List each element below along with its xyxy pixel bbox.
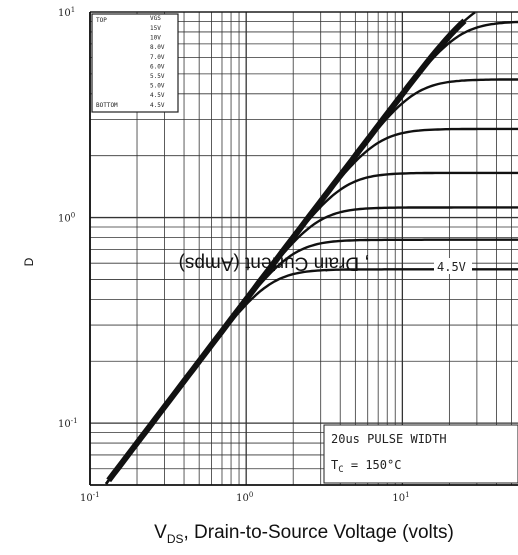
y-tick-label: 10-1 <box>58 417 78 430</box>
curve-label: 4.5V <box>437 260 466 274</box>
legend-row-value: 5.5V <box>150 73 165 80</box>
y-tick-label: 100 <box>58 212 75 225</box>
series-line-band <box>106 18 467 483</box>
y-tick-label: 101 <box>58 6 75 19</box>
legend-row-value: 4.5V <box>150 102 165 109</box>
pulse-width-label: 20us PULSE WIDTH <box>331 432 447 446</box>
legend-header-right: VGS <box>150 15 161 22</box>
conditions-box: 20us PULSE WIDTH TC = 150°C <box>323 424 518 484</box>
legend-row-value: 5.0V <box>150 83 165 90</box>
legend-rows: 15V 10V 8.0V 7.0V 6.0V 5.5V 5.0V 4.5V BOTTOM 4.5V <box>96 25 165 109</box>
legend-row-value: 15V <box>150 25 161 32</box>
series-group <box>105 11 518 485</box>
legend-box <box>91 13 179 113</box>
x-tick-label: 10-1 <box>80 491 100 504</box>
curve-label-bg <box>434 258 472 274</box>
axes <box>89 11 518 486</box>
legend-header-left: TOP <box>96 17 107 24</box>
legend-row-value: 10V <box>150 35 161 42</box>
conditions-box-bg <box>323 424 518 484</box>
x-axis-label: VDS, Drain-to-Source Voltage (volts) <box>154 522 454 546</box>
temperature-label: TC = 150°C <box>331 458 401 475</box>
legend-row-value: 4.5V <box>150 92 165 99</box>
legend-row-label: BOTTOM <box>96 102 118 109</box>
x-tick-label: 101 <box>392 491 409 504</box>
legend: TOP VGS 15V 10V 8.0V 7.0V 6.0V 5.5V 5.0V 4.5V BO… <box>91 13 179 113</box>
legend-row-value: 6.0V <box>150 63 165 70</box>
legend-row-value: 8.0V <box>150 44 165 51</box>
legend-row-value: 7.0V <box>150 54 165 61</box>
tick-labels: 10-1 100 101 10-1 100 101 <box>58 6 410 504</box>
x-tick-label: 100 <box>236 491 253 504</box>
curve-annotation: 4.5V <box>434 258 472 274</box>
